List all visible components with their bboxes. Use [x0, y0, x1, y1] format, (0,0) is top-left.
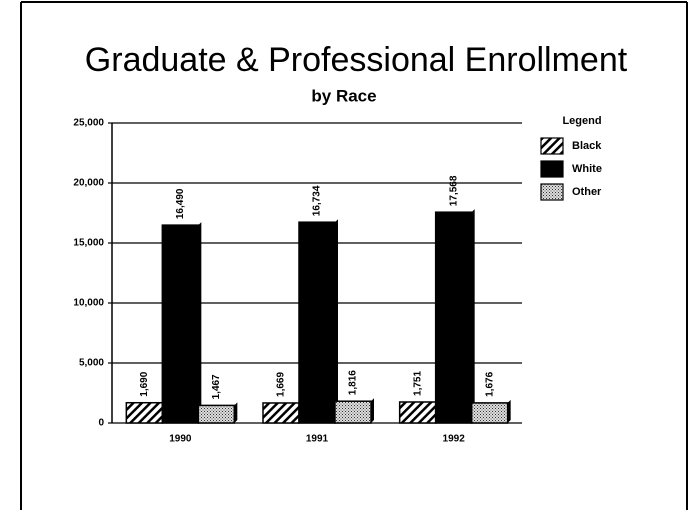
value-label: 1,751	[412, 371, 423, 396]
bar	[125, 401, 164, 424]
bar	[398, 401, 437, 424]
value-label: 1,467	[211, 374, 222, 399]
y-tick-label: 0	[98, 418, 104, 429]
bar-side	[471, 209, 475, 423]
legend-label: Black	[572, 140, 602, 152]
value-label: 16,734	[312, 185, 323, 216]
bar	[262, 402, 300, 424]
bar-side	[371, 398, 374, 423]
x-tick-label: 1992	[443, 434, 466, 445]
value-label: 1,669	[276, 372, 287, 397]
chart-title: Graduate & Professional Enrollment	[85, 41, 628, 79]
legend-swatch	[540, 160, 564, 178]
legend-swatch	[540, 137, 564, 155]
bar	[470, 402, 509, 424]
y-tick-label: 20,000	[73, 178, 104, 189]
chart-subtitle: by Race	[311, 86, 376, 105]
bar	[334, 400, 372, 424]
legend-label: White	[572, 163, 602, 175]
bar	[298, 221, 336, 424]
bar-side	[234, 402, 238, 423]
y-tick-label: 10,000	[73, 298, 104, 309]
legend-swatch	[540, 183, 564, 201]
bar-side	[198, 222, 202, 423]
bar-side	[507, 399, 511, 423]
y-tick-label: 5,000	[79, 358, 104, 369]
legend-label: Other	[572, 186, 602, 198]
value-label: 1,690	[139, 371, 150, 396]
value-label: 1,816	[348, 370, 359, 395]
y-tick-label: 15,000	[73, 238, 104, 249]
value-label: 1,676	[484, 371, 495, 396]
value-label: 16,490	[175, 188, 186, 219]
x-tick-label: 1990	[169, 434, 192, 445]
bar-side	[335, 219, 338, 423]
value-label: 17,568	[448, 175, 459, 206]
bar	[197, 404, 236, 424]
bar	[434, 211, 473, 424]
legend-title: Legend	[562, 115, 601, 127]
bar	[161, 224, 200, 424]
x-tick-label: 1991	[306, 434, 329, 445]
y-tick-label: 25,000	[73, 118, 104, 129]
